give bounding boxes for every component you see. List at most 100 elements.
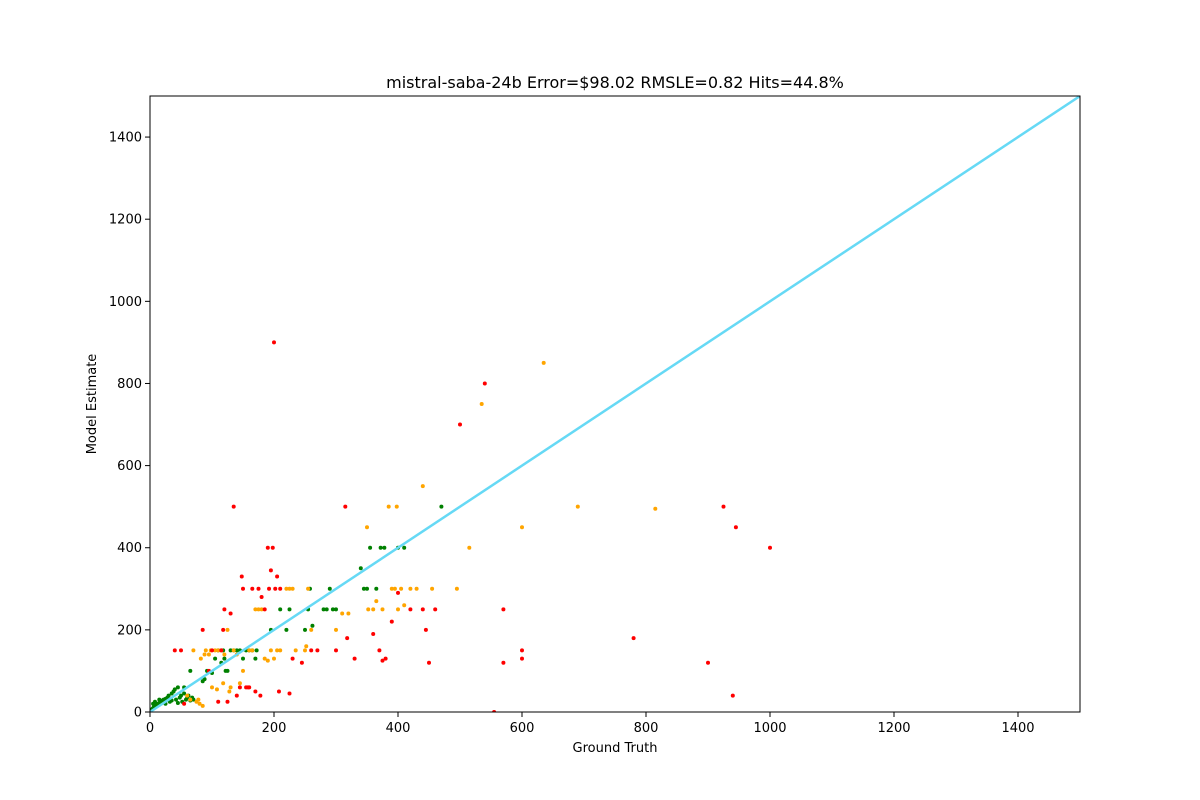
data-point-orange	[392, 586, 397, 591]
x-tick-label: 800	[634, 721, 659, 736]
data-point-red	[247, 685, 252, 690]
data-point-green	[278, 607, 283, 612]
data-point-orange	[196, 697, 201, 702]
data-point-orange	[228, 685, 233, 690]
data-point-red	[768, 545, 772, 550]
data-point-orange	[265, 658, 270, 663]
data-point-red	[343, 504, 348, 509]
data-point-orange	[389, 586, 394, 591]
data-point-green	[188, 668, 193, 673]
data-point-red	[275, 574, 280, 579]
data-point-green	[324, 607, 329, 612]
data-point-orange	[272, 656, 276, 661]
data-point-green	[172, 687, 177, 692]
data-point-orange	[214, 687, 219, 692]
data-point-red	[250, 586, 255, 591]
data-point-green	[175, 700, 180, 705]
data-point-red	[262, 607, 267, 612]
data-point-orange	[237, 681, 242, 686]
x-tick-label: 1000	[753, 721, 786, 736]
data-point-red	[259, 595, 264, 600]
data-point-red	[239, 574, 244, 579]
data-point-red	[520, 648, 524, 653]
data-point-green	[330, 607, 335, 612]
data-point-green	[152, 699, 157, 704]
data-point-red	[299, 660, 304, 665]
y-tick-label: 400	[117, 541, 142, 556]
data-point-green	[334, 607, 338, 612]
data-point-orange	[227, 689, 232, 694]
data-point-green	[157, 697, 162, 702]
data-point-orange	[396, 607, 400, 612]
data-point-red	[730, 693, 735, 698]
data-point-green	[287, 607, 292, 612]
data-point-red	[287, 691, 292, 696]
data-point-orange	[293, 648, 298, 653]
data-point-green	[174, 697, 179, 702]
data-point-red	[501, 660, 506, 665]
data-point-red	[222, 607, 227, 612]
data-point-green	[253, 656, 258, 661]
data-point-red	[427, 660, 431, 665]
data-point-orange	[366, 607, 371, 612]
data-point-red	[182, 701, 187, 706]
data-point-orange	[200, 703, 205, 708]
data-point-red	[273, 586, 278, 591]
data-point-green	[202, 677, 207, 682]
data-point-red	[377, 648, 382, 653]
data-point-red	[501, 607, 506, 612]
data-point-green	[175, 685, 180, 690]
data-point-orange	[222, 652, 227, 657]
data-point-orange	[402, 603, 407, 608]
data-point-red	[380, 658, 385, 663]
data-point-orange	[188, 697, 193, 702]
data-point-orange	[467, 545, 472, 550]
data-point-orange	[275, 648, 280, 653]
data-point-green	[182, 691, 187, 696]
data-point-red	[231, 504, 236, 509]
data-point-orange	[334, 627, 338, 632]
data-point-red	[433, 607, 438, 612]
data-point-red	[265, 545, 270, 550]
data-point-orange	[374, 599, 379, 604]
data-point-orange	[653, 506, 658, 511]
data-point-red	[221, 627, 226, 632]
data-point-green	[228, 648, 233, 653]
data-point-orange	[575, 504, 580, 509]
data-point-orange	[262, 656, 267, 661]
data-point-red	[258, 693, 263, 698]
data-point-orange	[346, 611, 351, 616]
data-point-orange	[206, 652, 211, 657]
data-point-red	[721, 504, 726, 509]
data-point-red	[210, 648, 214, 653]
data-point-orange	[202, 652, 207, 657]
data-point-red	[272, 340, 276, 345]
data-point-orange	[340, 611, 345, 616]
data-point-orange	[520, 525, 524, 530]
data-point-orange	[213, 648, 218, 653]
data-point-orange	[198, 656, 203, 661]
data-point-orange	[290, 586, 295, 591]
data-point-red	[315, 648, 320, 653]
data-point-green	[284, 627, 289, 632]
axes-frame	[149, 95, 1081, 713]
plot-area	[150, 96, 1080, 712]
data-point-red	[237, 685, 242, 690]
data-point-red	[267, 586, 272, 591]
data-point-green	[241, 656, 245, 661]
x-tick-label: 600	[510, 721, 535, 736]
data-point-red	[172, 648, 177, 653]
data-point-green	[402, 545, 407, 550]
data-point-red	[241, 586, 245, 591]
data-point-red	[276, 689, 281, 694]
data-point-red	[396, 590, 400, 595]
data-point-orange	[371, 607, 376, 612]
x-axis-label: Ground Truth	[573, 741, 658, 756]
data-point-red	[225, 699, 230, 704]
data-point-orange	[394, 504, 399, 509]
data-point-orange	[414, 586, 419, 591]
data-point-orange	[253, 607, 258, 612]
data-point-red	[482, 381, 487, 386]
y-tick-label: 200	[117, 623, 142, 638]
data-point-green	[310, 623, 315, 628]
